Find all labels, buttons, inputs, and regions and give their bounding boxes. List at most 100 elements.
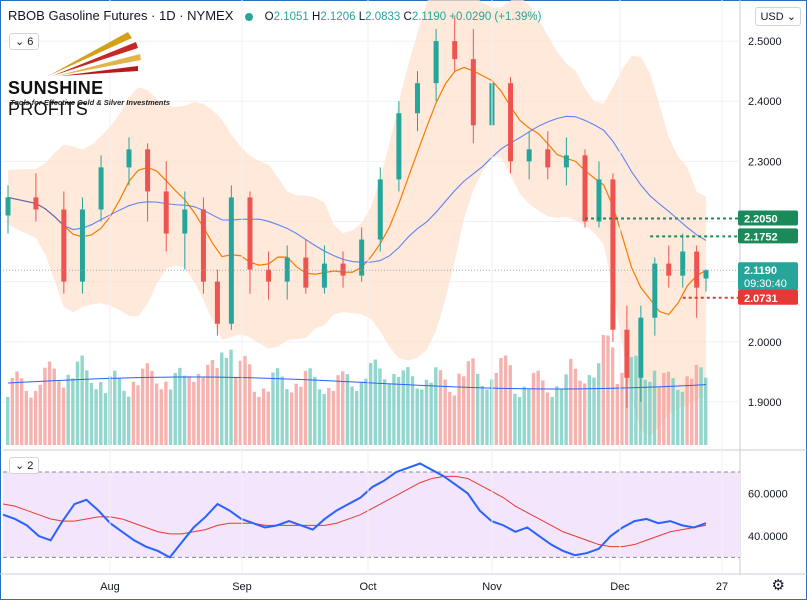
volume-bar <box>406 367 410 445</box>
volume-bar <box>99 382 103 445</box>
candle-body <box>545 149 551 168</box>
volume-bar <box>564 374 568 445</box>
volume-bar <box>601 335 606 445</box>
volume-bar <box>285 389 289 445</box>
volume-bar <box>396 376 401 445</box>
volume-bar <box>257 396 261 445</box>
volume-bar <box>224 357 229 445</box>
volume-bar <box>94 389 98 445</box>
volume-bar <box>75 361 80 445</box>
candle-body <box>703 270 709 279</box>
candle-body <box>61 209 67 282</box>
price-label-box <box>738 289 798 305</box>
candle-body <box>526 149 532 162</box>
volume-bar <box>378 368 382 445</box>
candle-body <box>247 197 253 270</box>
open-label: O <box>264 11 274 23</box>
volume-bar <box>327 388 331 445</box>
volume-bar <box>131 381 136 445</box>
volume-bar <box>368 363 373 445</box>
volume-bar <box>29 397 33 445</box>
chart-header: RBOB Gasoline Futures · 1D · NYMEX O2.10… <box>8 8 541 23</box>
rsi-pane-toggle[interactable]: ⌄ 2 <box>9 457 40 474</box>
volume-bar <box>220 352 224 445</box>
logo-name-light: PROFITS <box>8 99 89 119</box>
volume-bar <box>164 381 168 445</box>
time-tick-label: Oct <box>359 581 376 593</box>
volume-bar <box>57 381 61 445</box>
symbol-title[interactable]: RBOB Gasoline Futures · 1D · NYMEX <box>8 8 234 23</box>
logo-name: SUNSHINE PROFITS <box>8 78 183 120</box>
price-label-resistance: 2.1752 <box>744 231 778 243</box>
volume-bar <box>280 376 284 445</box>
volume-bar <box>443 379 447 445</box>
volume-bar <box>317 389 322 445</box>
volume-bar <box>313 376 317 445</box>
volume-bar <box>252 391 257 445</box>
rsi-ma-line <box>2 475 707 548</box>
volume-bar <box>676 389 680 445</box>
candle-body <box>340 263 346 276</box>
volume-bar <box>201 377 205 445</box>
candle-body <box>145 149 151 192</box>
price-label-last: 2.1190 <box>744 265 777 277</box>
volume-bar <box>196 373 201 445</box>
chevron-down-icon: ⌄ <box>786 11 796 23</box>
volume-bar <box>294 383 298 445</box>
volume-bar <box>690 378 694 445</box>
rsi-line <box>2 462 707 559</box>
volume-bar <box>345 374 350 445</box>
volume-bar <box>187 376 191 445</box>
volume-bar <box>52 368 56 445</box>
volume-bar <box>192 381 196 445</box>
volume-bar <box>592 377 596 445</box>
candle-body <box>5 197 11 216</box>
candle-body <box>266 269 272 282</box>
price-tick-label: 2.4000 <box>748 96 782 108</box>
time-tick-label: 27 <box>716 581 728 593</box>
candle-body <box>98 167 104 210</box>
volume-bar <box>499 358 503 445</box>
volume-bar <box>620 372 624 445</box>
price-label-resistance: 2.2050 <box>744 213 778 225</box>
gear-icon[interactable]: ⚙ <box>771 577 785 594</box>
volume-bar <box>234 376 238 445</box>
volume-bar <box>382 379 387 445</box>
volume-bar <box>10 377 15 445</box>
volume-bar <box>71 378 75 445</box>
time-tick-label: Dec <box>610 581 630 593</box>
volume-bar <box>657 387 661 445</box>
volume-bar <box>699 367 703 445</box>
price-tick-label: 1.9000 <box>748 397 782 409</box>
volume-bar <box>541 380 545 445</box>
candle-body <box>214 281 220 324</box>
candle-body <box>303 257 309 288</box>
volume-bar <box>457 373 461 445</box>
volume-bar <box>243 356 247 445</box>
volume-bar <box>610 347 615 445</box>
volume-bar <box>392 374 396 445</box>
indicators-toggle[interactable]: ⌄ 6 <box>9 33 40 50</box>
volume-bar <box>85 370 89 445</box>
low-value: 2.0833 <box>365 11 401 23</box>
candle-body <box>452 41 458 60</box>
candle-body <box>508 83 514 162</box>
volume-bar <box>308 368 312 445</box>
volume-bar <box>545 392 550 445</box>
volume-bar <box>480 386 485 445</box>
volume-bar <box>33 390 38 445</box>
candle-body <box>182 209 188 234</box>
volume-bar <box>66 374 70 445</box>
candle-body <box>666 263 672 276</box>
volume-bar <box>80 355 84 445</box>
volume-bar <box>355 390 359 445</box>
candle-body <box>610 179 616 330</box>
candle-body <box>377 179 383 240</box>
currency-selector[interactable]: USD ⌄ <box>755 7 801 26</box>
volume-bar <box>685 376 689 445</box>
candle-body <box>284 257 290 282</box>
ohlc-readout: O2.1051 H2.1206 L2.0833 C2.1190 +0.0290 … <box>265 11 542 23</box>
volume-bar <box>271 372 275 445</box>
volume-bar <box>178 367 182 445</box>
